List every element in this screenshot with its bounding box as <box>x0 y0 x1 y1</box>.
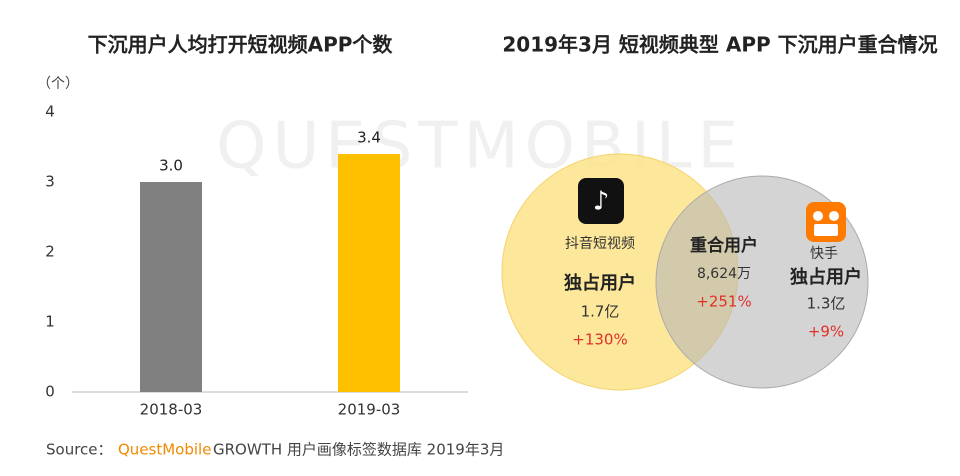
y-tick-label: 1 <box>45 313 55 331</box>
bar <box>140 182 202 392</box>
y-tick-label: 2 <box>45 243 55 261</box>
source-prefix: Source： <box>46 441 113 459</box>
y-tick-label: 4 <box>45 103 55 121</box>
set-name: 抖音短视频 <box>565 235 635 252</box>
overlap-amount: 8,624万 <box>697 266 751 282</box>
set-label: 独占用户 <box>790 266 862 288</box>
kuaishou-logo-glyph <box>813 211 823 221</box>
overlap-growth: +251% <box>696 293 751 311</box>
kuaishou-logo-glyph <box>814 224 838 236</box>
y-tick-label: 3 <box>45 173 55 191</box>
source-text: GROWTH 用户画像标签数据库 2019年3月 <box>213 441 504 459</box>
set-name: 快手 <box>810 246 838 262</box>
set-growth: +9% <box>808 323 844 341</box>
set-amount: 1.7亿 <box>581 303 620 321</box>
chart-title: 2019年3月 短视频典型 APP 下沉用户重合情况 <box>502 33 937 57</box>
chart-title: 下沉用户人均打开短视频APP个数 <box>88 33 394 57</box>
x-tick-label: 2018-03 <box>140 401 203 419</box>
kuaishou-logo-glyph <box>829 211 839 221</box>
venn: ♪ 抖音短视频 独占用户 1.7亿 +130% 重合用户 8,624万 +251… <box>501 153 869 391</box>
douyin-logo <box>578 178 624 224</box>
value-label: 3.4 <box>357 129 381 147</box>
douyin-logo-glyph: ♪ <box>593 187 610 217</box>
set-label: 独占用户 <box>564 272 636 294</box>
set-growth: +130% <box>572 331 627 349</box>
y-axis-label: （个） <box>37 76 79 92</box>
source-brand: QuestMobile <box>118 441 211 459</box>
bar <box>338 154 400 392</box>
y-tick-label: 0 <box>45 383 55 401</box>
value-label: 3.0 <box>159 157 183 175</box>
set-amount: 1.3亿 <box>807 295 846 313</box>
overlap-label: 重合用户 <box>690 235 758 256</box>
x-tick-label: 2019-03 <box>338 401 401 419</box>
